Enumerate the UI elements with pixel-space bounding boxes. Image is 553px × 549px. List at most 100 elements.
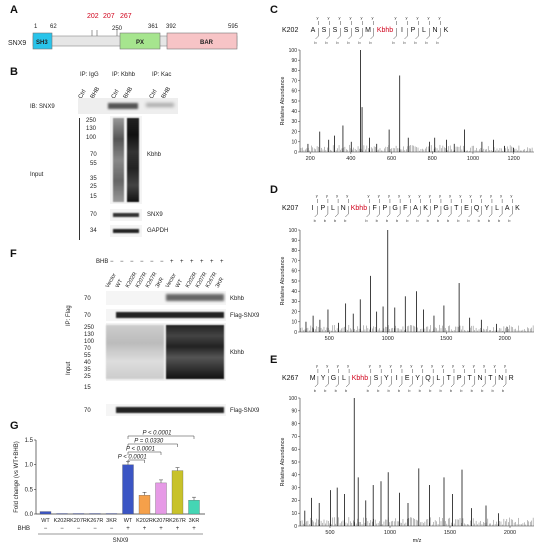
spec-xtick-label-3: 800: [428, 156, 437, 162]
spec-ylabel: Relative Abundance: [280, 257, 286, 306]
residue-2: S: [333, 27, 338, 34]
ion-y-12: y: [449, 193, 451, 198]
sequence-c: K202 Ay b Sy b Sy b Sy b Sy b My b Kbhb y b Iy b Py b Ly b Ny b…: [282, 15, 449, 44]
ion-break-2: [334, 199, 339, 218]
site-267: 267: [120, 13, 132, 20]
ion-y-7: y: [406, 15, 408, 20]
ion-break-6: [386, 199, 391, 218]
spec-ytick-label-0: 0: [294, 524, 297, 530]
g-ylabel: Fold change (vs WT+BHB): [14, 441, 20, 513]
spec-ylabel: Relative Abundance: [280, 77, 286, 126]
ion-break-11: [440, 369, 444, 388]
g-bar-7: [155, 482, 167, 515]
mk-70: 70: [90, 152, 97, 158]
residue-3: L: [342, 375, 346, 382]
residue-7: G: [392, 205, 397, 212]
ion-b-17: b: [498, 218, 501, 223]
mk-100: 100: [86, 135, 97, 141]
g-pvalue-3: P < 0.0001: [118, 455, 147, 461]
ion-b-15: b: [481, 388, 484, 393]
residue-7: I: [396, 375, 398, 382]
spec-ytick-label-5: 50: [291, 99, 297, 105]
residue-18: R: [509, 375, 514, 382]
spec-ytick-label-2: 20: [291, 129, 297, 135]
ion-b-1: b: [324, 388, 327, 393]
residue-5: M: [365, 27, 371, 34]
residue-1: P: [320, 205, 325, 212]
g-cat-7: K207R: [153, 518, 170, 524]
panel-f-label: F: [10, 248, 17, 260]
blot-ip-kbhb: [106, 291, 226, 305]
panel-d-label: D: [270, 184, 278, 196]
spec-ytick-label-10: 100: [289, 48, 298, 54]
ion-y-3: y: [350, 15, 352, 20]
ion-y-3: y: [347, 363, 349, 368]
mk-130: 130: [86, 126, 97, 132]
ion-break-0: [314, 369, 319, 388]
g-bhb-sign-8: +: [176, 526, 180, 532]
ion-y-14: y: [470, 193, 472, 198]
ion-b-9: b: [425, 40, 428, 44]
mk-250: 250: [86, 118, 97, 124]
ion-y-10: y: [439, 15, 441, 20]
ion-y-18: y: [510, 193, 512, 198]
mk-55: 55: [90, 161, 97, 167]
bhb-sign-f-11: +: [220, 259, 224, 265]
residue-8: E: [405, 375, 410, 382]
pos-392: 392: [166, 24, 177, 30]
ion-b-2: b: [336, 40, 339, 44]
band-flag-f1: Flag-SNX9: [230, 313, 260, 319]
spec-xtick-label-2: 1500: [444, 530, 456, 536]
pos-361: 361: [148, 24, 159, 30]
fm-70: 70: [84, 346, 91, 352]
g-bar-3: [89, 513, 101, 515]
residue-4: Kbhb: [352, 375, 368, 382]
band-snx9-b: SNX9: [147, 212, 163, 218]
ion-b-0: b: [314, 388, 317, 393]
input-label-f: Input: [66, 361, 72, 375]
bhb-sign-f-3: −: [140, 259, 144, 265]
g-bracket-1: [127, 443, 178, 447]
spec-xtick-label-3: 2000: [504, 530, 516, 536]
g-bracket-3: [127, 459, 145, 463]
g-bhb-sign-7: +: [159, 526, 163, 532]
ion-y-5: y: [372, 15, 374, 20]
input-label-b: Input: [30, 172, 44, 178]
ion-b-8: b: [408, 388, 411, 393]
g-cat-3: K267R: [87, 518, 104, 524]
ion-break-6: [393, 21, 397, 40]
ion-y-16: y: [490, 193, 492, 198]
ion-b-4: b: [367, 388, 370, 393]
spec-xtick-label-2: 1500: [440, 336, 452, 342]
g-bhb-sign-0: −: [44, 526, 48, 532]
ion-y-12: y: [452, 363, 454, 368]
fm-25: 25: [84, 374, 91, 380]
bhb-sign-f-1: −: [120, 259, 124, 265]
spec-xtick-label-1: 1000: [382, 336, 394, 342]
lane-f-5: 3KR: [154, 276, 166, 289]
ion-b-6: b: [387, 388, 390, 393]
spec-ytick-label-2: 20: [291, 309, 297, 315]
lane-f-1: WT: [114, 278, 125, 289]
ion-b-4: b: [365, 218, 368, 223]
ion-y-1: y: [326, 193, 328, 198]
ion-y-17: y: [500, 193, 502, 198]
residue-6: Kbhb: [377, 27, 393, 34]
residue-0: A: [311, 27, 316, 34]
fm-ip-70a: 70: [84, 296, 91, 302]
spec-ytick-label-4: 40: [291, 473, 297, 479]
ion-b-5: b: [376, 218, 379, 223]
residue-14: E: [464, 205, 469, 212]
domain-sh3-label: SH3: [36, 40, 48, 46]
g-bar-9: [188, 500, 200, 515]
ion-y-15: y: [480, 193, 482, 198]
ion-b-9: b: [419, 388, 422, 393]
residue-13: P: [457, 375, 462, 382]
ion-break-5: [376, 199, 380, 218]
residue-3: N: [341, 205, 346, 212]
lane-f-11: 3KR: [214, 276, 226, 289]
ip-igg: IP: IgG: [80, 72, 99, 78]
residue-18: A: [505, 205, 510, 212]
ion-b-10: b: [436, 40, 439, 44]
ion-y-2: y: [336, 193, 338, 198]
